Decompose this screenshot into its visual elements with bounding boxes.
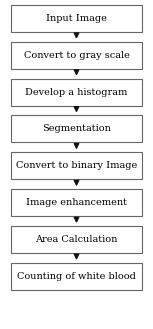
Text: Convert to binary Image: Convert to binary Image	[16, 161, 137, 170]
FancyBboxPatch shape	[11, 42, 142, 69]
FancyBboxPatch shape	[11, 226, 142, 253]
Text: Develop a histogram: Develop a histogram	[25, 88, 128, 97]
FancyBboxPatch shape	[11, 152, 142, 179]
Text: Segmentation: Segmentation	[42, 124, 111, 134]
FancyBboxPatch shape	[11, 263, 142, 290]
Text: Input Image: Input Image	[46, 14, 107, 23]
Text: Area Calculation: Area Calculation	[35, 235, 118, 244]
Text: Image enhancement: Image enhancement	[26, 198, 127, 207]
Text: Counting of white blood: Counting of white blood	[17, 272, 136, 281]
Text: Convert to gray scale: Convert to gray scale	[24, 51, 129, 60]
FancyBboxPatch shape	[11, 189, 142, 216]
FancyBboxPatch shape	[11, 79, 142, 106]
FancyBboxPatch shape	[11, 5, 142, 32]
FancyBboxPatch shape	[11, 115, 142, 142]
